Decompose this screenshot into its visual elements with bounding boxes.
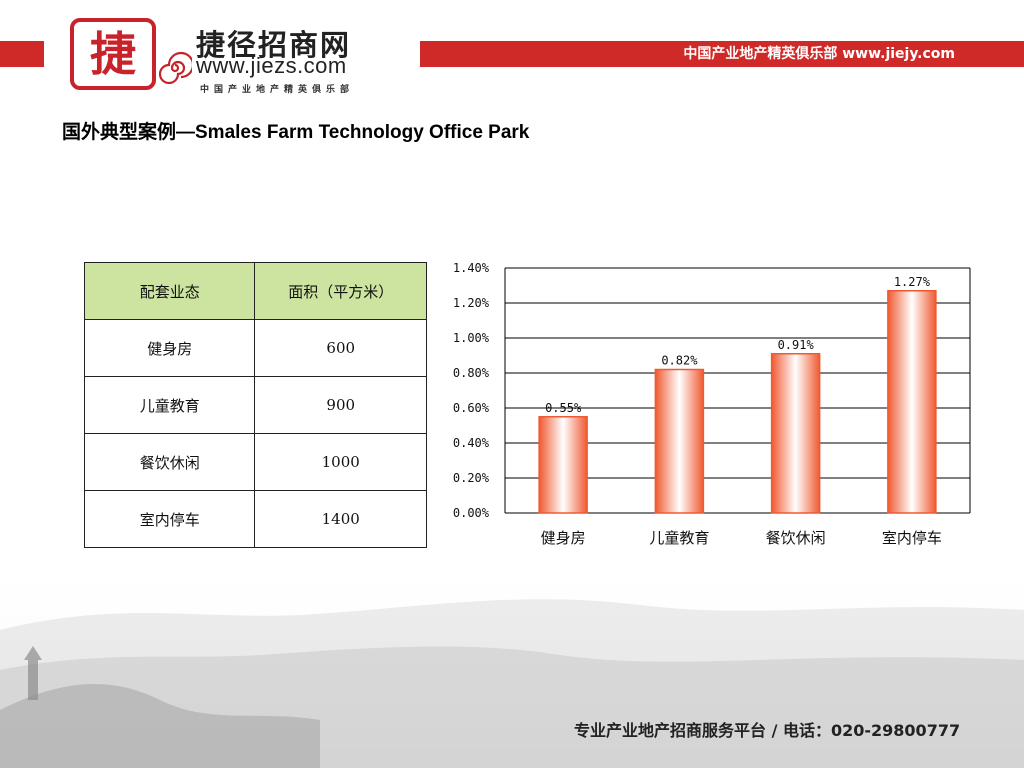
header-cell-type: 配套业态 — [83, 262, 256, 320]
cell-area: 1400 — [254, 490, 427, 548]
x-tick-label: 室内停车 — [882, 529, 942, 547]
y-tick-label: 0.00% — [453, 506, 490, 520]
table-row: 餐饮休闲 1000 — [83, 433, 427, 491]
bar — [770, 353, 821, 514]
y-tick-label: 1.40% — [453, 261, 490, 275]
y-tick-label: 0.80% — [453, 366, 490, 380]
cell-type: 室内停车 — [83, 490, 256, 548]
bar-data-label: 1.27% — [894, 275, 931, 289]
brand-name: 捷径招商网 — [196, 28, 352, 62]
header-band-right — [420, 41, 1024, 67]
header-cell-area: 面积（平方米） — [254, 262, 427, 320]
table-header-row: 配套业态 面积（平方米） — [83, 262, 427, 320]
header-slogan: 中国产业地产精英俱乐部 www.jiejy.com — [683, 46, 955, 62]
y-tick-label: 1.00% — [453, 331, 490, 345]
cell-type: 儿童教育 — [83, 376, 256, 434]
x-tick-label: 健身房 — [541, 529, 586, 547]
table-row: 健身房 600 — [83, 319, 427, 377]
y-tick-label: 0.40% — [453, 436, 490, 450]
facility-table: 配套业态 面积（平方米） 健身房 600 儿童教育 900 餐饮休闲 1000 … — [83, 262, 427, 548]
y-tick-label: 0.60% — [453, 401, 490, 415]
bar-chart: 0.00% 0.20% 0.40% 0.60% 0.80% 1.00% 1.20% 1.40%… — [453, 261, 971, 547]
page-title: 国外典型案例—Smales Farm Technology Office Par… — [62, 122, 530, 143]
logo-swirl-icon — [158, 51, 192, 84]
cell-type: 健身房 — [83, 319, 256, 377]
logo-seal: 捷 — [70, 18, 156, 90]
bar — [887, 290, 937, 514]
cell-area: 900 — [254, 376, 427, 434]
bar-data-label: 0.91% — [778, 338, 815, 352]
x-tick-label: 儿童教育 — [649, 529, 709, 547]
table-row: 儿童教育 900 — [83, 376, 427, 434]
bar-data-label: 0.82% — [661, 354, 698, 368]
y-tick-label: 1.20% — [453, 296, 490, 310]
x-tick-label: 餐饮休闲 — [766, 529, 826, 547]
logo-char: 捷 — [90, 27, 136, 81]
cell-type: 餐饮休闲 — [83, 433, 256, 491]
cell-area: 1000 — [254, 433, 427, 491]
footer-contact: 专业产业地产招商服务平台 / 电话：020-29800777 — [574, 721, 961, 740]
cell-area: 600 — [254, 319, 427, 377]
header-band-left — [0, 41, 44, 67]
brand-url: www.jiezs.com — [196, 53, 347, 78]
table-row: 室内停车 1400 — [83, 490, 427, 548]
bar-data-label: 0.55% — [545, 401, 582, 415]
brand-subtitle: 中国产业地产精英俱乐部 — [200, 85, 355, 95]
bar — [538, 416, 588, 514]
landscape-decoration — [0, 560, 1024, 768]
bar — [654, 368, 705, 514]
y-tick-label: 0.20% — [453, 471, 490, 485]
